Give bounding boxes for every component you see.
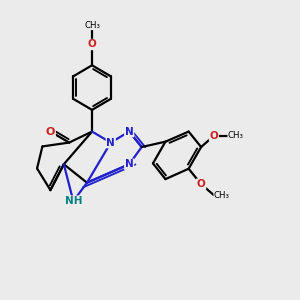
Text: CH₃: CH₃ [214,191,230,200]
Text: CH₃: CH₃ [84,21,100,30]
Text: O: O [197,179,206,189]
Text: N: N [125,127,134,136]
Text: N: N [106,138,115,148]
Text: O: O [209,131,218,141]
Text: N: N [125,159,134,169]
Text: CH₃: CH₃ [228,131,244,140]
Text: NH: NH [64,196,82,206]
Text: O: O [46,127,55,136]
Text: O: O [88,40,96,50]
